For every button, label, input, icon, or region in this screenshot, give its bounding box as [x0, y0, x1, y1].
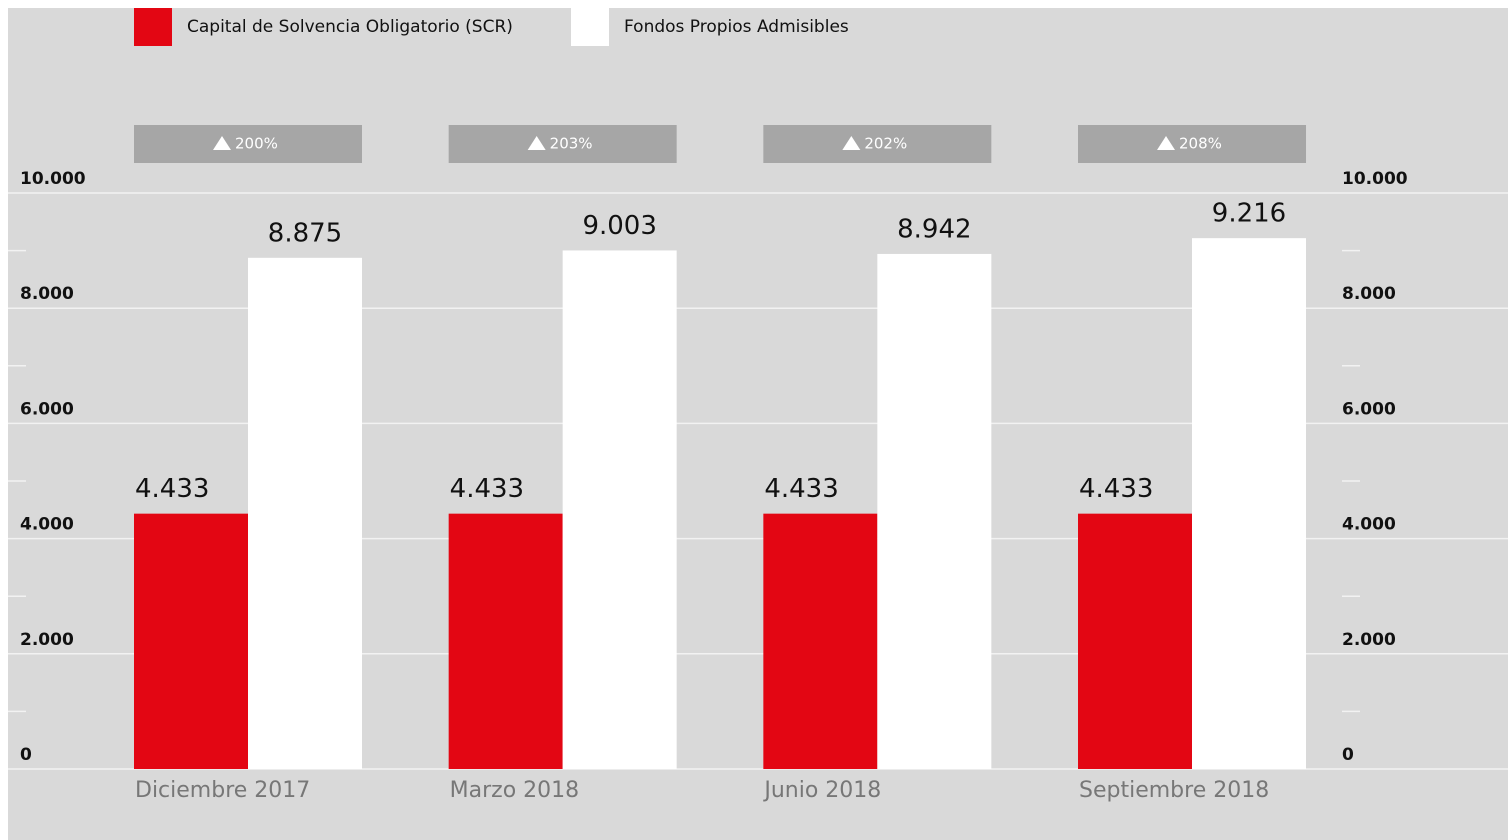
legend-swatch	[134, 8, 172, 46]
ratio-box	[448, 125, 677, 163]
bar	[248, 257, 362, 769]
x-tick-label: Marzo 2018	[450, 778, 580, 803]
y2-tick-label: 10.000	[1342, 169, 1408, 189]
data-label: 8.942	[897, 214, 971, 244]
ratio-label: 202%	[864, 135, 907, 153]
y-tick-label: 0	[20, 745, 32, 765]
y-tick-label: 10.000	[20, 169, 86, 189]
bar	[134, 513, 248, 769]
data-label: 4.433	[450, 474, 524, 504]
bar	[1078, 513, 1193, 769]
ratio-box	[763, 125, 992, 163]
bar	[877, 253, 992, 769]
x-tick-label: Junio 2018	[762, 778, 881, 803]
data-label: 4.433	[764, 474, 838, 504]
y-tick-label: 4.000	[20, 515, 74, 535]
y2-tick-label: 8.000	[1342, 284, 1396, 304]
ratio-box	[134, 125, 362, 163]
data-label: 9.216	[1212, 199, 1286, 229]
ratio-arrow	[527, 136, 546, 150]
legend-label: Fondos Propios Admisibles	[624, 17, 849, 37]
ratio-arrow	[842, 136, 861, 150]
ratio-label: 203%	[550, 135, 593, 153]
bar	[562, 250, 677, 770]
ratio-arrow	[1157, 136, 1176, 150]
bar	[1192, 238, 1307, 770]
y-tick-label: 2.000	[20, 630, 74, 650]
data-label: 9.003	[582, 211, 656, 241]
y2-tick-label: 4.000	[1342, 515, 1396, 535]
y-tick-label: 6.000	[20, 399, 74, 419]
ratio-arrow	[213, 136, 231, 150]
ratio-box	[1078, 125, 1307, 163]
y2-tick-label: 0	[1342, 745, 1354, 765]
ratio-label: 208%	[1179, 135, 1222, 153]
x-tick-label: Septiembre 2018	[1079, 778, 1269, 803]
x-tick-label: Diciembre 2017	[135, 778, 310, 803]
bar	[763, 513, 878, 769]
ratio-label: 200%	[235, 135, 278, 153]
bar	[448, 513, 563, 769]
data-label: 4.433	[135, 474, 209, 504]
y-tick-label: 8.000	[20, 284, 74, 304]
y2-tick-label: 6.000	[1342, 399, 1396, 419]
legend-label: Capital de Solvencia Obligatorio (SCR)	[187, 17, 513, 37]
y2-tick-label: 2.000	[1342, 630, 1396, 650]
legend-swatch	[571, 8, 609, 46]
data-label: 8.875	[268, 218, 342, 248]
data-label: 4.433	[1079, 474, 1153, 504]
